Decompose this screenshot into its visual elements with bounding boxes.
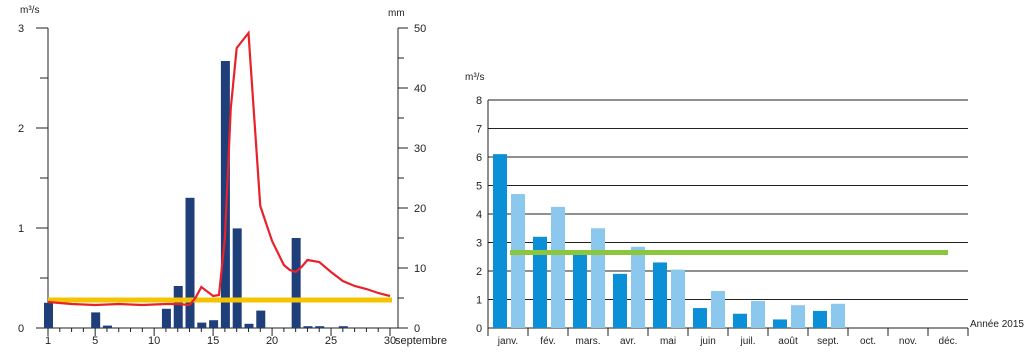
monthly-bar: [831, 303, 845, 328]
monthly-category-label: déc.: [939, 336, 958, 347]
monthly-bar: [551, 206, 565, 328]
x-tick-label: 5: [92, 335, 98, 347]
x-tick-label: 10: [148, 335, 160, 347]
monthly-category-label: mai: [660, 336, 676, 347]
monthly-bar: [733, 313, 747, 328]
rain-bar: [256, 310, 266, 328]
right-tick-label: 20: [414, 203, 426, 215]
daily-rain-bars: [44, 61, 348, 328]
rain-bar: [173, 286, 183, 328]
monthly-axis-unit: m³/s: [465, 72, 484, 83]
right-tick-label: 10: [414, 263, 426, 275]
monthly-bar: [511, 194, 525, 328]
x-tick-label: 1: [45, 335, 51, 347]
monthly-tick-label: 2: [476, 266, 482, 278]
rain-bar: [291, 238, 301, 328]
monthly-category-label: mars.: [576, 336, 601, 347]
monthly-chart-title: Année 2015: [970, 319, 1024, 330]
monthly-tick-label: 8: [476, 95, 482, 107]
monthly-category-label: juin: [699, 336, 716, 347]
monthly-category-label: oct.: [860, 336, 876, 347]
rain-bar: [185, 197, 195, 328]
monthly-category-label: août: [778, 336, 798, 347]
monthly-bar: [671, 269, 685, 328]
rain-bar: [220, 61, 230, 328]
left-tick-label: 0: [18, 323, 24, 335]
monthly-tick-label: 0: [476, 323, 482, 335]
monthly-bar: [773, 319, 787, 328]
monthly-category-label: nov.: [899, 336, 917, 347]
monthly-tick-label: 4: [476, 209, 482, 221]
monthly-tick-label: 5: [476, 181, 482, 193]
right-tick-label: 30: [414, 143, 426, 155]
daily-flow-line: [47, 30, 391, 307]
right-tick-label: 40: [414, 83, 426, 95]
x-tick-label: 25: [325, 335, 337, 347]
monthly-bar: [493, 154, 507, 328]
monthly-category-label: fév.: [540, 336, 555, 347]
rain-bar: [91, 312, 101, 328]
rain-bar: [209, 320, 219, 328]
flow-series-line: [47, 30, 391, 307]
monthly-category-label: avr.: [620, 336, 636, 347]
right-tick-label: 50: [414, 23, 426, 35]
monthly-bar: [813, 310, 827, 328]
x-tick-label: 15: [207, 335, 219, 347]
x-tick-label: 30: [384, 335, 396, 347]
rain-bar: [303, 326, 313, 328]
monthly-tick-label: 1: [476, 295, 482, 307]
right-axis-unit: mm: [388, 8, 405, 19]
monthly-bar: [613, 273, 627, 328]
monthly-bar: [573, 253, 587, 328]
x-axis-month-label: septembre: [395, 335, 447, 347]
rain-bar: [161, 308, 171, 328]
monthly-bar: [693, 308, 707, 328]
monthly-bar: [751, 300, 765, 328]
rain-bar: [44, 302, 53, 328]
left-tick-label: 3: [18, 23, 24, 35]
rain-bar: [338, 326, 348, 328]
monthly-tick-label: 6: [476, 152, 482, 164]
monthly-bar: [533, 236, 547, 328]
monthly-category-label: juil.: [739, 336, 755, 347]
monthly-category-label: janv.: [497, 336, 518, 347]
monthly-bar: [791, 305, 805, 328]
left-tick-label: 1: [18, 223, 24, 235]
left-tick-label: 2: [18, 123, 24, 135]
monthly-bars: [493, 154, 845, 328]
monthly-chart-grid: 0 1 2 3 4 5 6 7 8 janv. fév. mars. avr. mai juin juil. a…: [476, 95, 969, 347]
monthly-bar: [711, 290, 725, 328]
monthly-bar: [631, 246, 645, 328]
right-tick-label: 0: [414, 323, 420, 335]
rain-bar: [232, 228, 242, 328]
monthly-bar: [653, 262, 667, 328]
x-tick-label: 20: [266, 335, 278, 347]
rain-bar: [197, 322, 207, 328]
rain-bar: [102, 325, 112, 328]
monthly-tick-label: 3: [476, 238, 482, 250]
rain-bar: [244, 323, 254, 328]
rain-bar: [315, 326, 325, 328]
monthly-tick-label: 7: [476, 124, 482, 136]
monthly-bar: [591, 228, 605, 328]
left-axis-unit: m³/s: [20, 5, 39, 16]
monthly-category-label: sept.: [817, 336, 839, 347]
